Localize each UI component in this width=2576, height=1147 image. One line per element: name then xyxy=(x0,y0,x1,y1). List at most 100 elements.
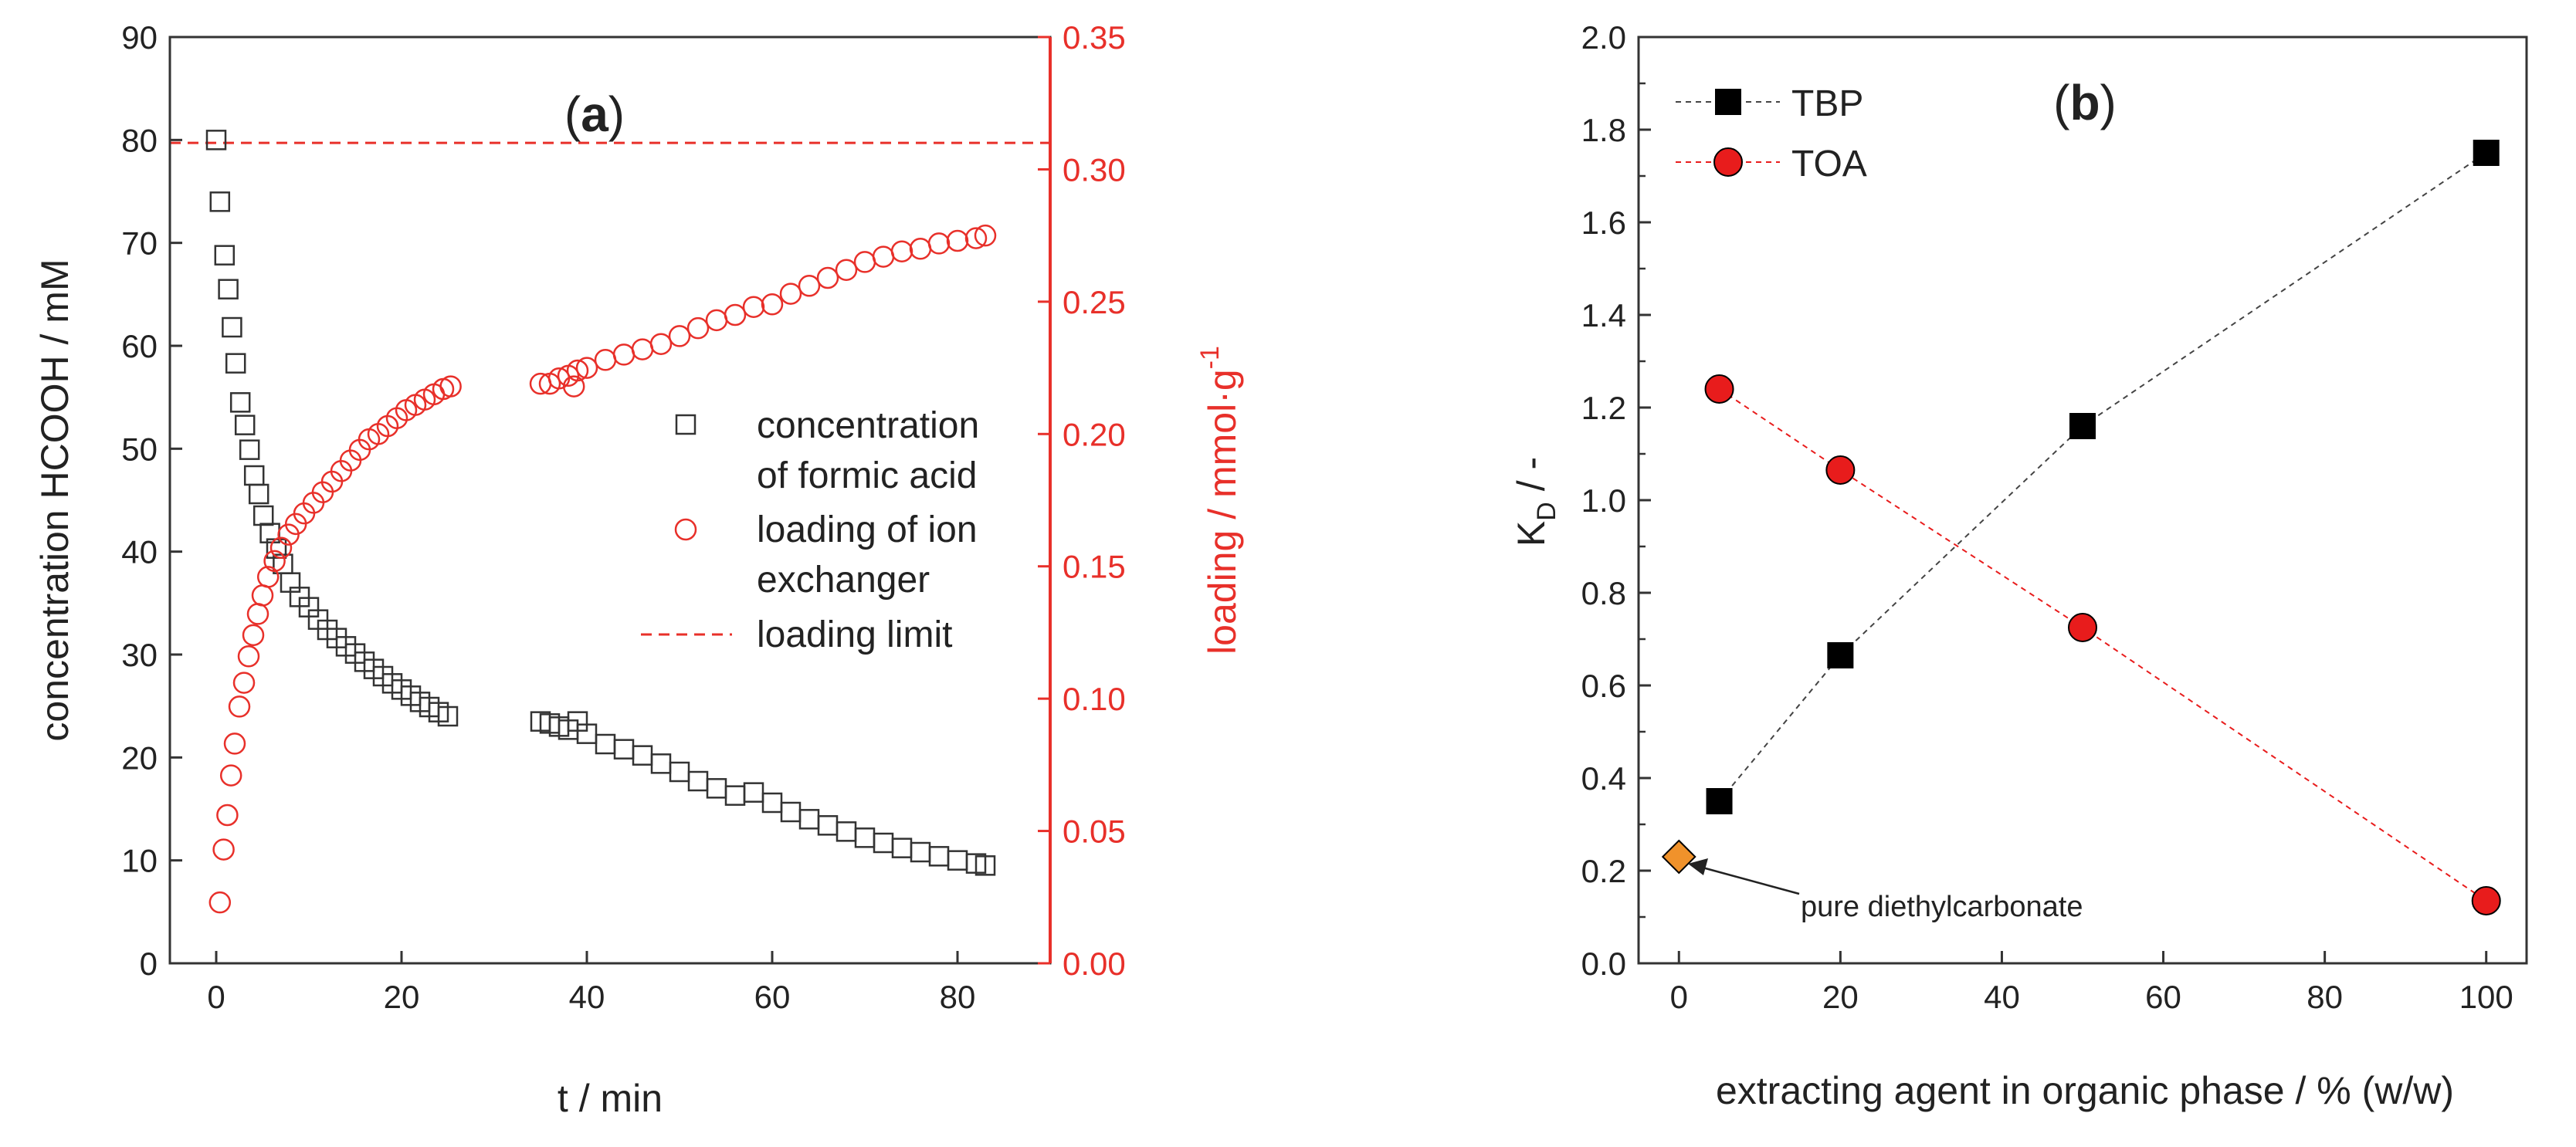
concentration-point xyxy=(724,785,746,806)
panel-b-label: (b) xyxy=(2053,75,2117,130)
panel-b-x-ticks: 0 20 40 60 80 100 xyxy=(1670,951,2513,1015)
loading-point xyxy=(649,333,673,355)
b-y-tick-label: 2.0 xyxy=(1581,19,1626,56)
panel-b-letter: b xyxy=(2069,75,2100,130)
a-y2-tick-label: 0.35 xyxy=(1063,19,1126,56)
a-y2-tick-label: 0.10 xyxy=(1063,681,1126,717)
loading-point xyxy=(927,232,951,255)
concentration-point xyxy=(595,733,616,755)
b-y-tick-label: 0.8 xyxy=(1581,575,1626,611)
panel-a-paren-open: ( xyxy=(564,86,581,142)
a-y-tick-label: 0 xyxy=(140,946,158,982)
concentration-point xyxy=(214,245,236,266)
panel-a-xlabel: t / min xyxy=(558,1077,663,1120)
concentration-point xyxy=(817,815,839,836)
legend-concentration-line1: concentration xyxy=(757,405,979,446)
series-line-toa xyxy=(1718,388,2487,902)
panel-a-paren-close: ) xyxy=(608,86,625,142)
concentration-point xyxy=(222,316,242,338)
ylabel-unit: / - xyxy=(1510,457,1553,502)
concentration-point xyxy=(743,782,764,803)
panel-b-ylabel: KD / - xyxy=(1510,457,1561,546)
loading-point xyxy=(263,550,286,573)
loading-point xyxy=(964,227,988,249)
panel-a-y2-ticks: 0.00 0.05 0.10 0.15 0.20 0.25 0.30 0.35 xyxy=(1038,19,1126,982)
concentration-point xyxy=(891,837,913,858)
annotation-arrow-head xyxy=(1688,858,1708,875)
loading-point xyxy=(562,375,585,398)
a-y-tick-label: 70 xyxy=(121,225,158,262)
a-x-tick-label: 80 xyxy=(940,979,976,1015)
loading-point xyxy=(216,804,239,827)
concentration-point xyxy=(437,705,459,727)
concentration-point xyxy=(910,841,931,863)
loading-point xyxy=(256,566,280,588)
concentration-point xyxy=(239,439,260,460)
loading-point xyxy=(816,266,839,289)
concentration-point xyxy=(209,191,231,212)
b-x-tick-label: 20 xyxy=(1822,979,1859,1015)
concentration-point xyxy=(761,792,783,814)
legend-tbp-marker xyxy=(1715,89,1741,115)
toa-point xyxy=(2068,613,2097,642)
a-x-tick-label: 60 xyxy=(754,979,791,1015)
concentration-point xyxy=(687,770,709,792)
loading-point xyxy=(208,891,232,914)
b-y-tick-label: 0.6 xyxy=(1581,668,1626,704)
a-y2-tick-label: 0.30 xyxy=(1063,151,1126,188)
panel-a-letter: a xyxy=(581,86,608,142)
loading-point xyxy=(742,296,765,318)
concentration-point xyxy=(576,723,598,744)
tbp-point xyxy=(1827,642,1854,668)
concentration-point xyxy=(873,832,894,854)
concentration-point xyxy=(253,505,274,526)
legend-marker-concentration xyxy=(675,414,697,435)
panel-b-plot-frame xyxy=(1637,36,2528,965)
loading-point xyxy=(909,238,932,260)
loading-point xyxy=(798,275,821,297)
concentration-point xyxy=(798,809,820,830)
b-y-tick-label: 1.0 xyxy=(1581,482,1626,519)
concentration-point xyxy=(225,353,246,374)
panel-a-y2label-main: loading / mmol·g xyxy=(1201,369,1244,655)
panel-b-markers xyxy=(1661,140,2501,915)
toa-point xyxy=(1704,374,1734,404)
loading-point xyxy=(566,359,589,382)
legend-loading-line2: exchanger xyxy=(757,560,930,601)
concentration-point xyxy=(229,392,251,413)
b-x-tick-label: 40 xyxy=(1984,979,2020,1015)
ylabel-sub-d: D xyxy=(1532,502,1561,521)
concentration-point xyxy=(669,761,690,783)
concentration-point xyxy=(650,753,672,774)
b-y-tick-label: 0.0 xyxy=(1581,946,1626,982)
diethylcarbonate-annotation: pure diethylcarbonate xyxy=(1688,858,2083,923)
b-y-tick-label: 0.2 xyxy=(1581,853,1626,889)
panel-a-y2label: loading / mmol·g-1 xyxy=(1195,346,1244,655)
a-y-tick-label: 20 xyxy=(121,739,158,776)
tbp-point xyxy=(2473,140,2500,166)
legend-toa-marker xyxy=(1713,147,1743,177)
loading-point xyxy=(872,245,895,268)
a-y-tick-label: 90 xyxy=(121,19,158,56)
loading-point xyxy=(219,764,242,787)
b-x-tick-label: 0 xyxy=(1670,979,1688,1015)
panel-b-paren-open: ( xyxy=(2053,75,2069,130)
loading-point xyxy=(974,224,997,247)
panel-a-legend: concentration of formic acid loading of … xyxy=(641,405,979,655)
concentration-point xyxy=(836,821,857,842)
a-y-tick-label: 10 xyxy=(121,843,158,879)
panel-a-ylabel: concentration HCOOH / mM xyxy=(33,259,76,741)
loading-point xyxy=(835,259,858,281)
legend-marker-loading xyxy=(674,518,697,541)
panel-a-x-ticks: 0 20 40 60 80 xyxy=(207,951,975,1015)
loading-series xyxy=(208,224,997,914)
a-x-tick-label: 20 xyxy=(384,979,420,1015)
b-y-tick-label: 1.8 xyxy=(1581,112,1626,148)
loading-point xyxy=(232,672,256,694)
panel-a-label: (a) xyxy=(564,86,625,142)
b-y-tick-label: 1.6 xyxy=(1581,205,1626,241)
b-x-tick-label: 100 xyxy=(2459,979,2513,1015)
concentration-point xyxy=(218,279,239,299)
panel-b-connector-lines xyxy=(1718,152,2487,902)
a-y-tick-label: 30 xyxy=(121,637,158,673)
